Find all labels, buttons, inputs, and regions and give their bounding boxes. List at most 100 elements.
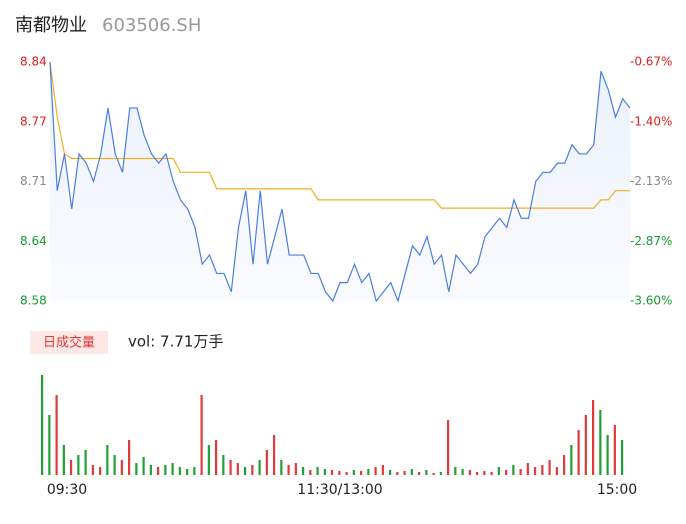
volume-bar	[396, 472, 399, 475]
volume-bar	[186, 469, 189, 475]
volume-bar	[273, 435, 276, 475]
volume-bar	[229, 460, 232, 475]
volume-bar	[584, 415, 587, 475]
price-line	[49, 61, 631, 303]
volume-bar	[599, 410, 602, 475]
volume-bar	[99, 467, 102, 475]
badge-bg	[30, 331, 108, 354]
volume-bar	[316, 467, 319, 475]
y2-tick-label: -1.40%	[630, 114, 672, 128]
volume-bar	[447, 420, 450, 475]
volume-bar	[77, 455, 80, 475]
volume-bar	[403, 471, 406, 475]
y-tick-label: 8.64	[20, 234, 47, 248]
subtitle: 603506.SH	[102, 15, 201, 36]
volume-bar	[519, 469, 522, 475]
volume-bar	[512, 465, 515, 475]
volume-bar	[555, 467, 558, 475]
badge: 日成交量	[43, 335, 95, 351]
volume-bar	[215, 440, 218, 475]
volume-bar	[410, 469, 413, 475]
volume-bar	[367, 469, 370, 475]
volume-bar	[526, 463, 529, 475]
volume-bar	[360, 471, 363, 475]
volume-bar	[135, 463, 138, 475]
volume-bar	[41, 375, 44, 475]
volume-bar	[128, 440, 131, 475]
volume-bar	[251, 465, 254, 475]
volume-bar	[454, 467, 457, 475]
volume-bar	[294, 463, 297, 475]
volume-bar	[287, 465, 290, 475]
y-tick-label: 8.71	[20, 174, 47, 188]
volume-bar	[352, 470, 355, 475]
volume-bar	[178, 467, 181, 475]
volume-bar	[374, 467, 377, 475]
volume-bar	[439, 472, 442, 475]
volume-bar	[468, 470, 471, 475]
volume-bar	[476, 472, 479, 475]
title: 南都物业	[15, 15, 87, 36]
volume-bar	[207, 445, 210, 475]
volume-bar	[345, 472, 348, 475]
volume-bar	[497, 467, 500, 475]
volume-bar	[461, 469, 464, 475]
volume-bar	[613, 425, 616, 475]
volume-bar	[55, 395, 58, 475]
y-tick-label: 8.58	[20, 294, 47, 308]
volume-bar	[258, 460, 261, 475]
volume-bar	[149, 465, 152, 475]
volume-bar	[309, 470, 312, 475]
volume-bar	[418, 472, 421, 475]
average-line	[49, 61, 630, 209]
volume-bar	[621, 440, 624, 475]
volume-bar	[490, 472, 493, 475]
volume-bar	[244, 467, 247, 475]
volume-bar	[120, 460, 123, 475]
volume-bar	[338, 471, 341, 475]
volume-bar	[592, 400, 595, 475]
x-tick-label: 09:30	[47, 482, 87, 498]
volume-bar	[106, 445, 109, 475]
volume-bar	[48, 415, 51, 475]
volume-bar	[62, 445, 65, 475]
y-tick-label: 8.77	[20, 114, 47, 128]
y2-tick-label: -2.87%	[630, 234, 672, 248]
volume-bar	[157, 467, 160, 475]
y2-tick-label: -3.60%	[630, 294, 672, 308]
volume-bar	[570, 445, 573, 475]
volume-bar	[280, 460, 283, 475]
volume-bar	[331, 470, 334, 475]
volume-bar	[432, 473, 435, 475]
volume-bar	[236, 463, 239, 475]
volume-bar	[91, 465, 94, 475]
volume-bar	[222, 455, 225, 475]
volume-bar	[265, 450, 268, 475]
volume-bar	[193, 467, 196, 475]
volume-bar	[541, 465, 544, 475]
y2-tick-label: -0.67%	[630, 55, 672, 69]
volume-bar	[483, 471, 486, 475]
volume-bar	[425, 470, 428, 475]
volume-summary: vol: 7.71万手	[128, 333, 223, 351]
volume-bar	[164, 465, 167, 475]
volume-bar	[70, 460, 73, 475]
volume-bar	[577, 430, 580, 475]
volume-bar	[142, 457, 145, 475]
volume-bar	[534, 467, 537, 475]
y2-tick-label: -2.13%	[630, 174, 672, 188]
volume-bar	[84, 450, 87, 475]
volume-bar	[548, 460, 551, 475]
volume-bar	[200, 395, 203, 475]
volume-bar	[323, 469, 326, 475]
price-area	[50, 62, 630, 301]
volume-bar	[606, 435, 609, 475]
volume-bar	[563, 455, 566, 475]
y-tick-label: 8.84	[20, 55, 47, 69]
volume-bar	[389, 470, 392, 475]
volume-bar	[302, 467, 305, 475]
volume-bar	[381, 465, 384, 475]
volume-bar	[113, 455, 116, 475]
x-tick-label: 15:00	[597, 482, 637, 498]
